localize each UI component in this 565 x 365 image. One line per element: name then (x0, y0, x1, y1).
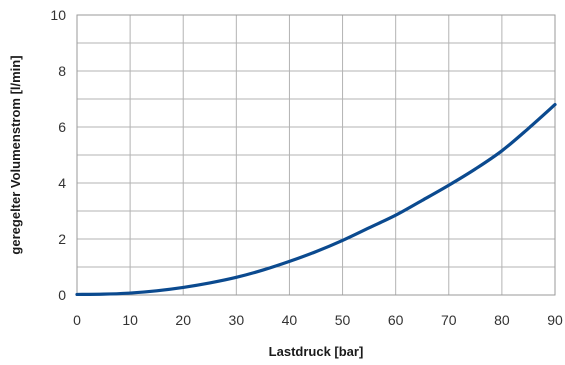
x-tick-labels: 0 10 20 30 40 50 60 70 80 90 (73, 312, 563, 328)
x-tick-label: 60 (388, 312, 404, 328)
y-tick-label: 4 (58, 175, 66, 191)
x-axis-label: Lastdruck [bar] (269, 344, 364, 359)
x-tick-label: 0 (73, 312, 81, 328)
x-tick-label: 10 (122, 312, 138, 328)
y-tick-label: 0 (58, 287, 66, 303)
y-tick-labels: 0 2 4 6 8 10 (50, 7, 66, 303)
y-tick-label: 10 (50, 7, 66, 23)
y-tick-label: 6 (58, 119, 66, 135)
x-tick-label: 70 (441, 312, 457, 328)
x-tick-label: 30 (229, 312, 245, 328)
x-tick-label: 50 (335, 312, 351, 328)
y-axis-label: geregelter Volumenstrom [l/min] (8, 55, 23, 254)
x-tick-label: 80 (494, 312, 510, 328)
series-line (75, 103, 557, 297)
y-tick-label: 8 (58, 63, 66, 79)
plot-frame (76, 14, 556, 296)
x-tick-label: 40 (282, 312, 298, 328)
x-tick-label: 20 (175, 312, 191, 328)
x-tick-label: 90 (547, 312, 563, 328)
y-tick-label: 2 (58, 231, 66, 247)
